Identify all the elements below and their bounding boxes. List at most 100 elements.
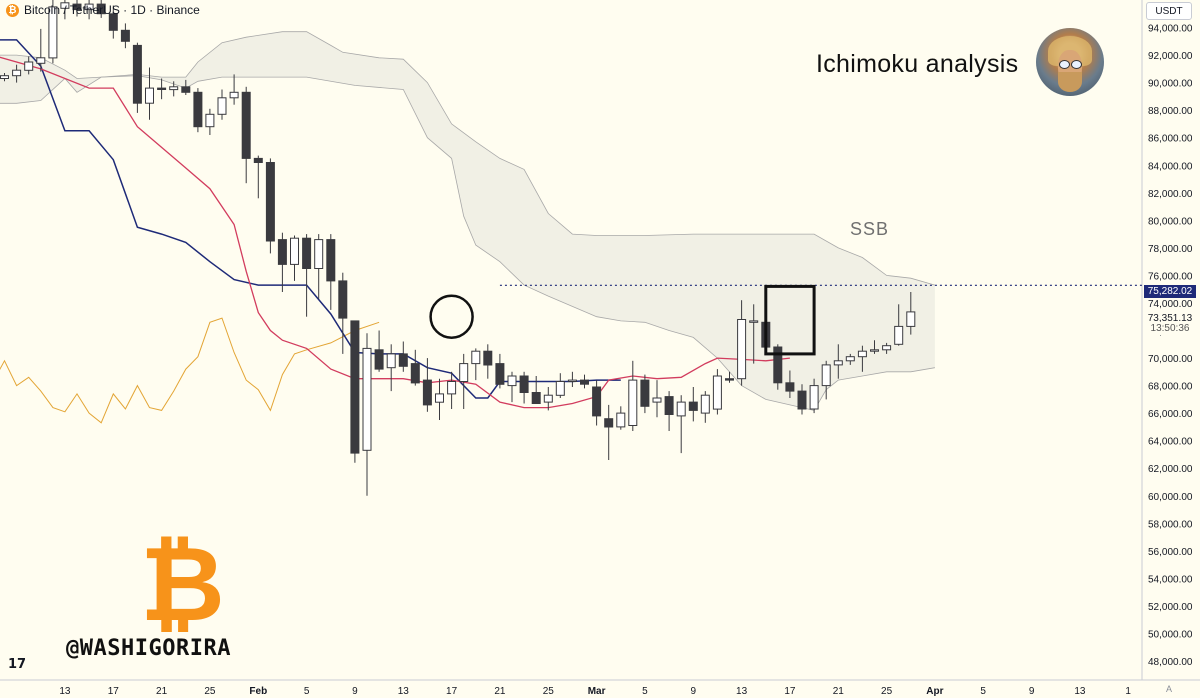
- candle-body: [870, 349, 879, 352]
- candle-body: [277, 239, 287, 265]
- candle-body: [688, 401, 698, 411]
- time-tick-label: 5: [980, 686, 986, 697]
- candle-body: [749, 320, 759, 323]
- candle-body: [386, 353, 396, 369]
- bitcoin-logo-icon: ₿: [140, 523, 225, 645]
- price-tick-label: 86,000.00: [1148, 134, 1193, 145]
- symbol-header[interactable]: ₿ Bitcoin / TetherUS · 1D · Binance: [6, 3, 200, 17]
- time-tick-label: 9: [352, 686, 358, 697]
- candle-body: [60, 2, 70, 9]
- candle-body: [507, 375, 517, 387]
- candle-body: [36, 57, 46, 64]
- candle-body: [422, 379, 432, 406]
- candle-body: [181, 86, 191, 93]
- candle-body: [362, 347, 372, 451]
- price-tick-label: 50,000.00: [1148, 630, 1193, 641]
- price-tick-label: 92,000.00: [1148, 51, 1193, 62]
- last-price-tag: 73,351.13: [1144, 312, 1196, 325]
- time-tick-label: 9: [691, 686, 697, 697]
- candle-body: [72, 3, 82, 11]
- chikou-span: [0, 317, 380, 424]
- senkou-span-a: [0, 31, 936, 286]
- avatar-glasses-right: [1071, 60, 1082, 69]
- time-tick-label: 9: [1029, 686, 1035, 697]
- price-tick-label: 66,000.00: [1148, 409, 1193, 420]
- candle-body: [809, 385, 819, 410]
- ssb-label: SSB: [850, 219, 890, 239]
- candle-body: [471, 350, 481, 365]
- price-tick-label: 80,000.00: [1148, 216, 1193, 227]
- highlight-circle: [429, 294, 474, 339]
- candle-body: [217, 97, 227, 115]
- price-tick-label: 60,000.00: [1148, 492, 1193, 503]
- candle-body: [519, 375, 529, 393]
- candle-body: [616, 412, 626, 428]
- time-tick-label: 5: [304, 686, 310, 697]
- candle-body: [797, 390, 807, 410]
- candle-body: [447, 381, 457, 395]
- price-tick-label: 82,000.00: [1148, 189, 1193, 200]
- candle-body: [229, 91, 239, 99]
- price-tick-label: 76,000.00: [1148, 271, 1193, 282]
- candle-body: [290, 237, 299, 265]
- avatar-beard: [1058, 72, 1082, 92]
- price-tick-label: 94,000.00: [1148, 24, 1193, 35]
- candle-body: [193, 91, 203, 128]
- candle-body: [737, 319, 747, 380]
- candle-body: [241, 91, 251, 159]
- candle-body: [169, 86, 179, 91]
- time-tick-label: 13: [398, 686, 410, 697]
- symbol-title: Bitcoin / TetherUS · 1D · Binance: [24, 3, 200, 17]
- analysis-title: Ichimoku analysis: [816, 50, 1019, 78]
- candle-body: [302, 237, 312, 269]
- senkou-span-b: [0, 75, 935, 411]
- price-tick-label: 62,000.00: [1148, 464, 1193, 475]
- time-tick-label: 13: [736, 686, 748, 697]
- author-avatar: [1036, 28, 1104, 96]
- candle-body: [773, 346, 783, 384]
- candle-body: [0, 75, 9, 79]
- candle-body: [338, 280, 348, 319]
- candle-body: [555, 381, 565, 396]
- price-tick-label: 74,000.00: [1148, 299, 1193, 310]
- candle-body: [580, 379, 589, 385]
- candle-body: [398, 353, 408, 367]
- candle-body: [24, 61, 34, 71]
- kumo-cloud: [0, 31, 935, 411]
- price-tick-label: 84,000.00: [1148, 161, 1193, 172]
- candle-body: [857, 350, 867, 358]
- candle-body: [459, 363, 469, 383]
- candle-body: [350, 320, 360, 454]
- candle-body: [567, 379, 577, 383]
- candle-body: [664, 396, 674, 416]
- candle-body: [410, 363, 420, 384]
- price-tick-label: 52,000.00: [1148, 602, 1193, 613]
- candle-body: [12, 69, 22, 77]
- tradingview-logo-icon[interactable]: 17: [8, 657, 27, 672]
- time-tick-label: 5: [642, 686, 648, 697]
- candle-body: [435, 393, 444, 403]
- candle-body: [495, 363, 505, 385]
- candle-body: [132, 44, 142, 104]
- currency-badge[interactable]: USDT: [1146, 2, 1192, 20]
- time-tick-label: 25: [204, 686, 216, 697]
- candle-body: [543, 394, 553, 403]
- ssb-price-tag: 75,282.02: [1144, 285, 1196, 298]
- auto-scale-button[interactable]: A: [1166, 684, 1173, 694]
- candle-body: [833, 360, 843, 366]
- avatar-glasses-left: [1059, 60, 1070, 69]
- author-handle: @WASHIGORIRA: [66, 636, 231, 661]
- time-tick-label: 13: [1074, 686, 1086, 697]
- candle-body: [652, 397, 662, 403]
- candle-body: [96, 3, 106, 15]
- price-tick-label: 48,000.00: [1148, 657, 1193, 668]
- candle-body: [712, 375, 722, 410]
- candle-body: [145, 87, 154, 104]
- candle-body: [676, 401, 686, 417]
- candle-body: [326, 239, 336, 282]
- time-tick-label: 25: [881, 686, 893, 697]
- candle-body: [265, 162, 275, 242]
- candle-body: [882, 345, 892, 351]
